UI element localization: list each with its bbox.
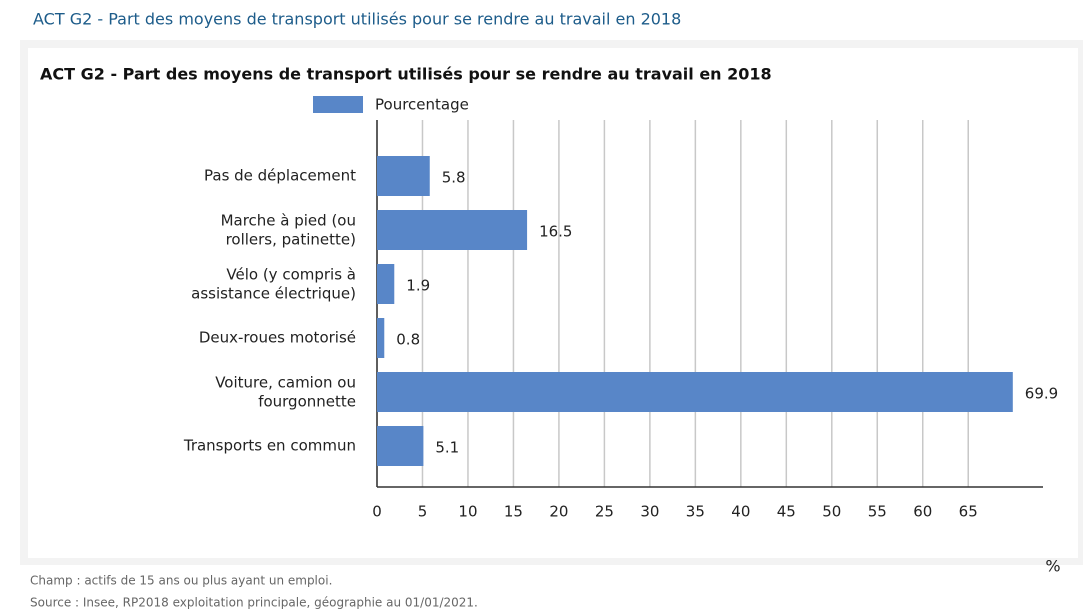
header-title: ACT G2 - Part des moyens de transport ut… — [33, 10, 681, 29]
x-tick-label: 55 — [868, 503, 887, 521]
x-tick-label: 5 — [418, 503, 428, 521]
y-tick-label: Marche à pied (ou rollers, patinette) — [221, 211, 356, 248]
value-label: 5.8 — [442, 169, 466, 187]
bar — [377, 156, 430, 196]
x-tick-label: 40 — [731, 503, 750, 521]
bar — [377, 264, 395, 304]
value-label: 1.9 — [406, 277, 430, 295]
x-tick-label: 0 — [372, 503, 382, 521]
legend-label: Pourcentage — [375, 96, 469, 114]
y-tick-label: Voiture, camion ou fourgonnette — [215, 373, 356, 410]
x-tick-label: 15 — [504, 503, 523, 521]
legend-swatch — [313, 96, 363, 113]
x-tick-label: 50 — [822, 503, 841, 521]
x-tick-label: 30 — [640, 503, 659, 521]
chart-area — [28, 48, 1078, 558]
bar — [377, 426, 424, 466]
bar — [377, 372, 1013, 412]
value-label: 69.9 — [1025, 385, 1058, 403]
y-tick-label: Transports en commun — [183, 437, 356, 455]
x-tick-label: 10 — [458, 503, 477, 521]
x-tick-label: 25 — [595, 503, 614, 521]
x-tick-label: 45 — [777, 503, 796, 521]
x-unit: % — [1045, 557, 1060, 576]
y-tick-label: Vélo (y compris à assistance électrique) — [191, 265, 356, 302]
x-tick-label: 60 — [913, 503, 932, 521]
value-label: 5.1 — [435, 439, 459, 457]
bar — [377, 318, 385, 358]
chart-title: ACT G2 - Part des moyens de transport ut… — [40, 65, 772, 84]
bar — [377, 210, 528, 250]
value-label: 16.5 — [539, 223, 572, 241]
y-tick-label: Pas de déplacement — [204, 167, 356, 185]
x-tick-label: 35 — [686, 503, 705, 521]
footer-note: Source : Insee, RP2018 exploitation prin… — [30, 596, 478, 610]
footer-note: Champ : actifs de 15 ans ou plus ayant u… — [30, 574, 332, 588]
x-tick-label: 20 — [549, 503, 568, 521]
y-tick-label: Deux-roues motorisé — [199, 329, 356, 347]
value-label: 0.8 — [396, 331, 420, 349]
x-tick-label: 65 — [959, 503, 978, 521]
